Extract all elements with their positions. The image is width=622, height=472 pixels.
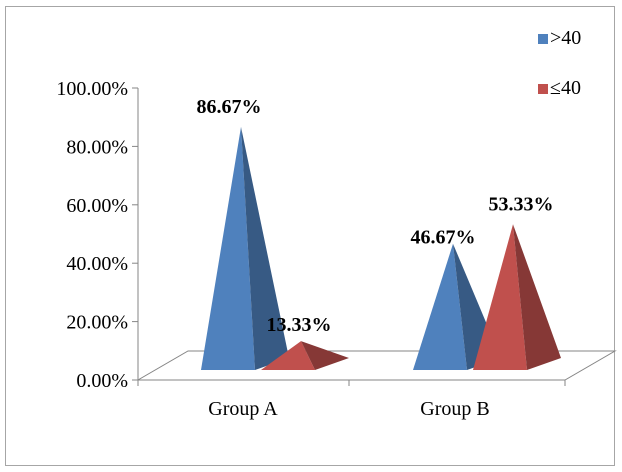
y-tick-label: 60.00%: [66, 195, 128, 217]
legend-label: ≤40: [550, 77, 581, 99]
y-tick-label: 40.00%: [66, 253, 128, 275]
x-category-label: Group B: [420, 398, 489, 420]
data-label: 46.67%: [411, 227, 476, 249]
y-tick-label: 20.00%: [66, 312, 128, 334]
y-tick-label: 100.00%: [56, 78, 128, 100]
pyramid-front-face: [413, 243, 467, 370]
legend-swatch: [538, 34, 548, 44]
pyramid-side-face: [301, 341, 349, 370]
pyramid-front-face: [201, 126, 255, 370]
data-label: 86.67%: [197, 96, 262, 118]
legend-label: >40: [550, 27, 581, 49]
legend-swatch: [538, 84, 548, 94]
data-label: 53.33%: [489, 193, 554, 215]
pyramid-side-face: [513, 224, 561, 370]
pyramid-front-face: [261, 341, 315, 370]
pyramid-front-face: [473, 224, 527, 370]
pyramid-side-face: [241, 126, 289, 370]
data-label: 13.33%: [267, 314, 332, 336]
y-tick-label: 0.00%: [76, 370, 128, 392]
x-category-label: Group A: [208, 398, 278, 420]
y-tick-label: 80.00%: [66, 136, 128, 158]
